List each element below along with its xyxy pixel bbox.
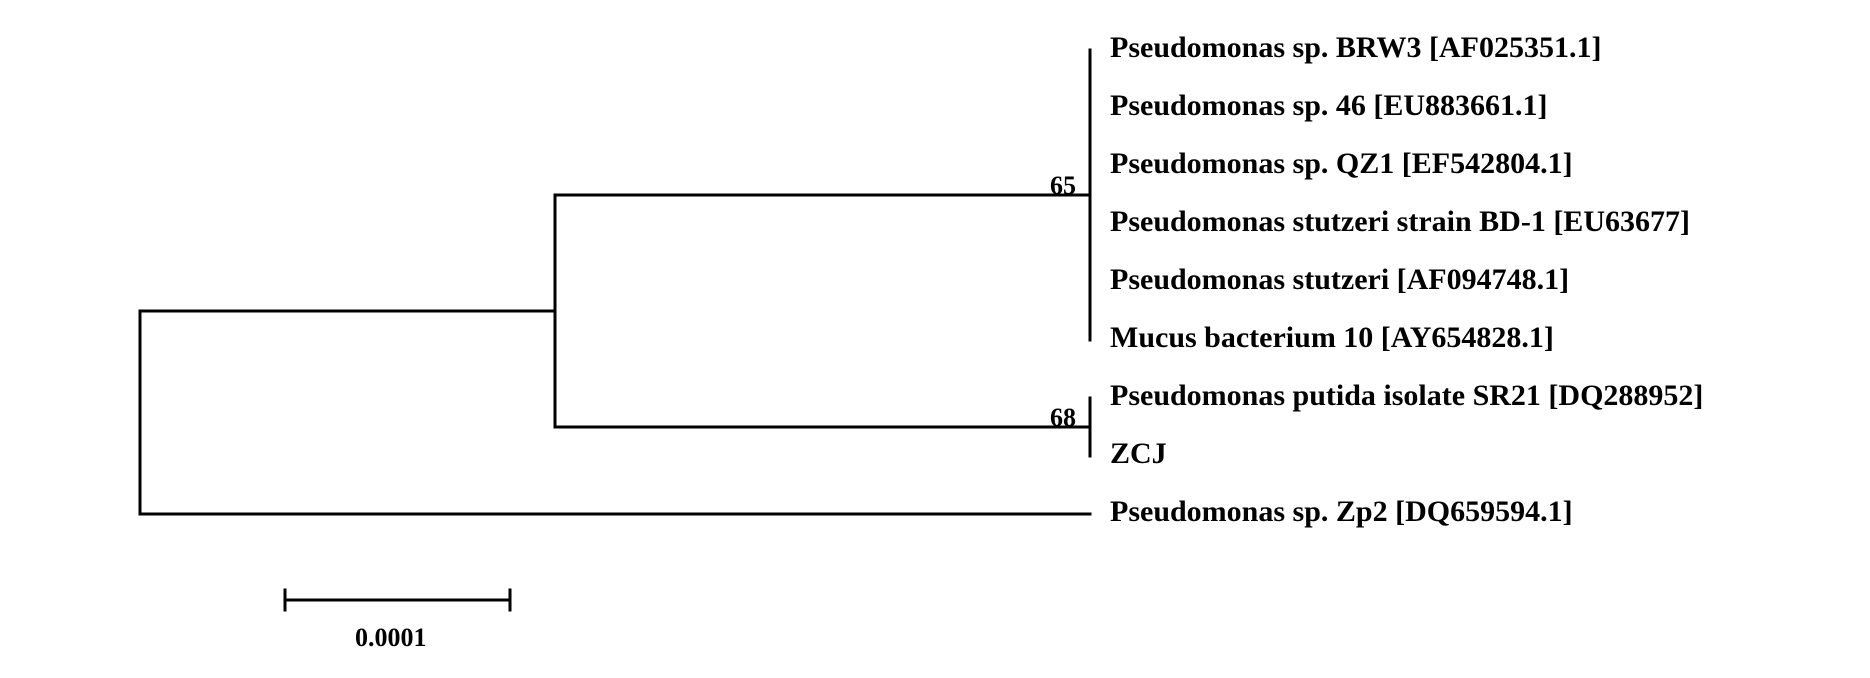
- taxon-label-group2-0: Pseudomonas putida isolate SR21 [DQ28895…: [1110, 379, 1703, 412]
- taxon-label-group1-2: Pseudomonas sp. QZ1 [EF542804.1]: [1110, 147, 1573, 180]
- scale-bar-label: 0.0001: [355, 623, 427, 652]
- taxon-label-group1-5: Mucus bacterium 10 [AY654828.1]: [1110, 321, 1554, 354]
- taxon-label-group1-1: Pseudomonas sp. 46 [EU883661.1]: [1110, 89, 1548, 122]
- taxon-label-group1-0: Pseudomonas sp. BRW3 [AF025351.1]: [1110, 31, 1601, 64]
- bootstrap-group2: 68: [1050, 403, 1076, 432]
- taxon-label-group1-4: Pseudomonas stutzeri [AF094748.1]: [1110, 263, 1569, 296]
- phylogenetic-tree: Pseudomonas sp. BRW3 [AF025351.1] Pseudom…: [0, 0, 1870, 678]
- taxon-label-group1-3: Pseudomonas stutzeri strain BD-1 [EU6367…: [1110, 205, 1690, 238]
- bootstrap-group1: 65: [1050, 171, 1076, 200]
- taxon-label-group2-1: ZCJ: [1110, 437, 1167, 470]
- taxon-label-outgroup: Pseudomonas sp. Zp2 [DQ659594.1]: [1110, 495, 1573, 528]
